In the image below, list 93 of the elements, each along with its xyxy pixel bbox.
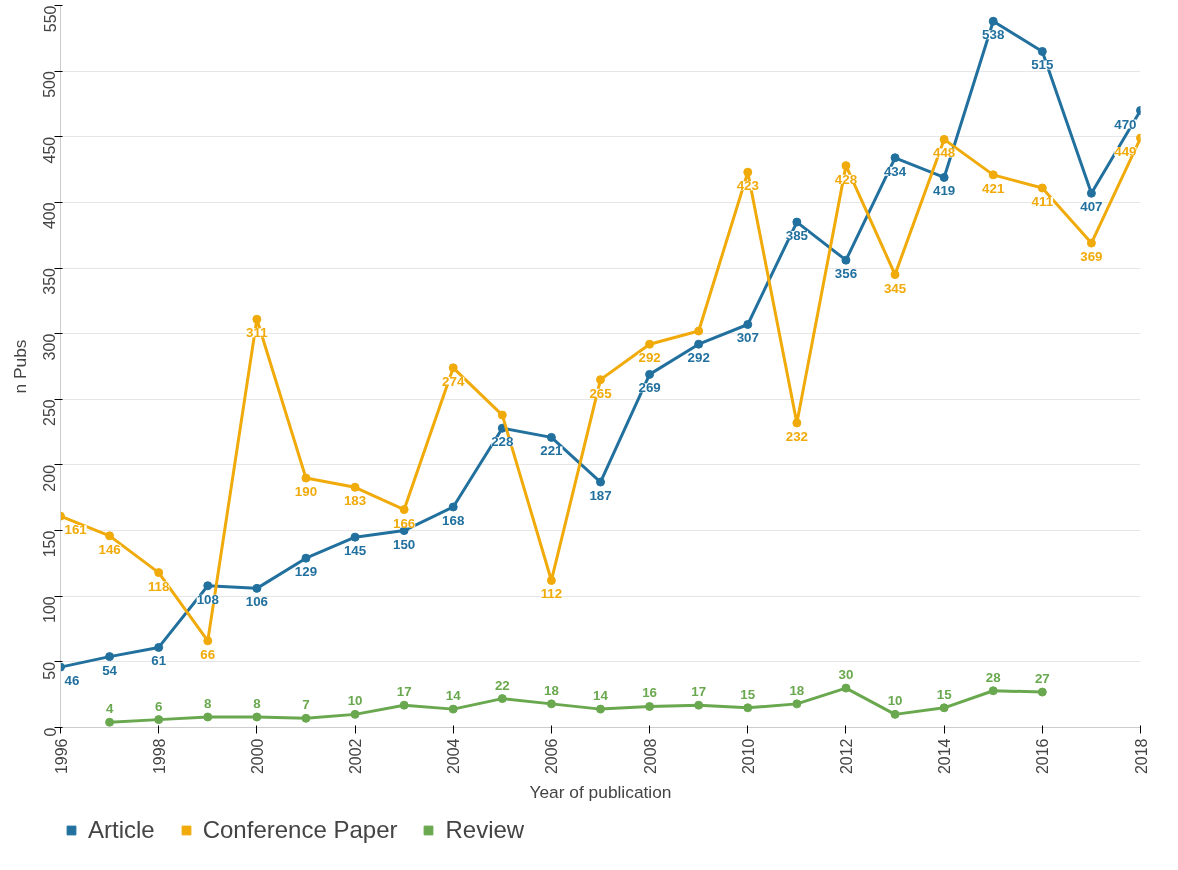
y-tick-label: 0 xyxy=(41,727,59,737)
data-label: 168 xyxy=(442,512,465,528)
data-label: 27 xyxy=(1034,671,1050,687)
data-label: 232 xyxy=(785,428,808,444)
data-label: 46 xyxy=(64,673,80,689)
data-label: 307 xyxy=(736,330,759,346)
x-tick-label: 2012 xyxy=(837,738,855,775)
data-label: 345 xyxy=(883,280,907,296)
y-axis-title: n Pubs xyxy=(9,339,30,394)
x-tick-label: 2000 xyxy=(248,738,266,775)
y-tick-label: 500 xyxy=(41,71,59,98)
x-tick-label: 2002 xyxy=(347,738,365,775)
data-label: 292 xyxy=(638,350,661,366)
x-tick-label: 2006 xyxy=(543,738,561,775)
data-label: 434 xyxy=(883,163,907,179)
data-label: 292 xyxy=(687,350,710,366)
x-tick-label: 2018 xyxy=(1132,738,1150,775)
data-label: 18 xyxy=(544,682,559,698)
data-label: 411 xyxy=(1031,193,1054,209)
data-label: 7 xyxy=(302,697,310,713)
x-tick-label: 1998 xyxy=(150,738,168,775)
data-label: 369 xyxy=(1080,249,1103,265)
x-tick-label: 2008 xyxy=(641,738,659,775)
data-label: 18 xyxy=(789,682,805,698)
data-label: 15 xyxy=(936,686,953,702)
data-label: 150 xyxy=(393,536,416,552)
data-label: 16 xyxy=(642,685,658,701)
data-label: 448 xyxy=(933,145,956,161)
data-label: 129 xyxy=(294,564,318,580)
y-tick-label: 550 xyxy=(41,5,59,33)
data-label: 470 xyxy=(1114,116,1137,132)
data-label: 221 xyxy=(540,443,564,459)
data-label: 449 xyxy=(1114,144,1137,160)
x-tick-label: 2016 xyxy=(1034,738,1052,775)
x-tick-label: 2010 xyxy=(739,738,757,775)
data-label: 61 xyxy=(151,653,167,669)
data-label: 311 xyxy=(246,325,269,341)
y-tick-label: 100 xyxy=(41,596,59,623)
data-label: 385 xyxy=(785,228,809,244)
y-tick-label: 50 xyxy=(41,661,59,680)
data-label: 265 xyxy=(589,385,613,401)
legend-label: Conference Paper xyxy=(202,816,398,844)
data-label: 108 xyxy=(196,591,219,607)
data-label: 17 xyxy=(396,684,412,700)
data-label: 118 xyxy=(147,578,170,594)
data-label: 4 xyxy=(105,701,114,717)
data-label: 10 xyxy=(347,693,363,709)
data-label: 106 xyxy=(245,594,268,610)
data-label: 187 xyxy=(589,488,612,504)
data-label: 538 xyxy=(982,27,1005,43)
legend-label: Review xyxy=(445,816,525,844)
y-tick-label: 400 xyxy=(41,202,59,230)
data-label: 146 xyxy=(98,541,121,557)
data-label: 228 xyxy=(491,434,514,450)
y-tick-label: 150 xyxy=(41,530,59,558)
data-label: 14 xyxy=(445,688,462,704)
y-tick-label: 300 xyxy=(41,333,59,361)
data-label: 183 xyxy=(343,493,367,509)
data-label: 269 xyxy=(638,380,661,396)
data-label: 22 xyxy=(494,677,510,693)
y-tick-label: 200 xyxy=(41,464,59,492)
legend-label: Article xyxy=(88,816,155,844)
data-label: 428 xyxy=(834,171,858,187)
data-label: 8 xyxy=(253,696,261,711)
data-label: 407 xyxy=(1080,199,1103,215)
data-label: 30 xyxy=(838,667,854,683)
data-label: 515 xyxy=(1031,57,1055,73)
data-label: 423 xyxy=(736,178,759,194)
data-label: 112 xyxy=(540,586,563,602)
data-label: 421 xyxy=(982,180,1005,196)
data-label: 190 xyxy=(294,484,318,500)
data-label: 15 xyxy=(740,686,756,702)
y-tick-label: 450 xyxy=(41,136,59,164)
x-tick-label: 2004 xyxy=(445,738,463,775)
x-axis-title: Year of publication xyxy=(529,782,672,803)
data-label: 419 xyxy=(933,183,956,199)
data-label: 274 xyxy=(442,373,465,389)
data-label: 166 xyxy=(393,515,416,531)
data-label: 145 xyxy=(343,543,367,559)
data-label: 14 xyxy=(593,688,609,704)
data-label: 10 xyxy=(887,693,903,709)
data-label: 66 xyxy=(200,646,216,662)
data-label: 17 xyxy=(691,684,707,700)
data-label: 161 xyxy=(64,522,88,538)
data-label: 6 xyxy=(154,698,163,714)
data-label: 356 xyxy=(834,266,858,282)
x-tick-label: 1996 xyxy=(52,738,70,775)
x-tick-label: 2014 xyxy=(936,738,954,775)
data-label: 28 xyxy=(985,669,1001,685)
data-label: 54 xyxy=(102,662,118,678)
data-label: 8 xyxy=(204,696,212,711)
y-tick-label: 250 xyxy=(41,399,59,427)
y-tick-label: 350 xyxy=(41,267,59,295)
